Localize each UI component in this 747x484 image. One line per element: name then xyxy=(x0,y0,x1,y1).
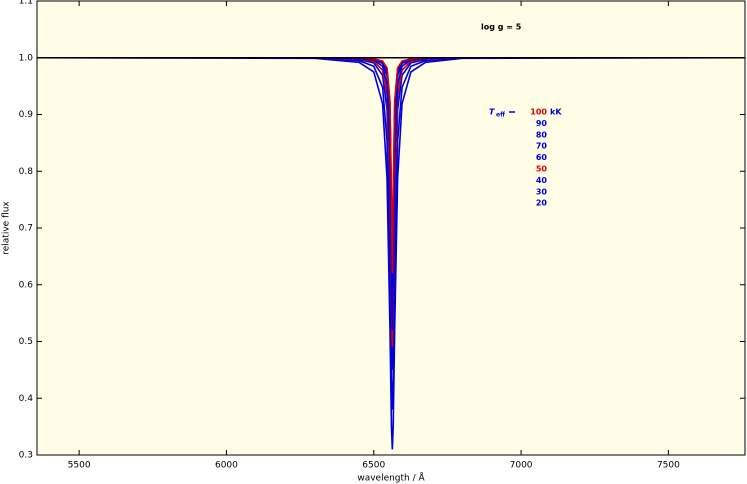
legend-label: 60 xyxy=(536,153,548,162)
legend-label: 90 xyxy=(536,119,548,128)
x-tick-label: 7000 xyxy=(510,461,533,471)
x-tick-label: 6000 xyxy=(215,461,238,471)
legend-title: T xyxy=(489,108,495,117)
y-tick-label: 0.4 xyxy=(19,394,34,404)
y-tick-label: 0.9 xyxy=(19,110,34,120)
y-tick-label: 0.8 xyxy=(19,167,34,177)
x-tick-label: 6500 xyxy=(362,461,385,471)
legend-label: 40 xyxy=(536,176,548,185)
y-tick-label: 0.5 xyxy=(19,337,33,347)
legend-unit: kK xyxy=(550,108,562,117)
legend-label: 50 xyxy=(536,165,548,174)
series-line xyxy=(37,56,745,370)
annotation: log g = 5 xyxy=(481,23,522,32)
y-tick-label: 0.7 xyxy=(19,224,33,234)
series-line xyxy=(37,56,745,410)
legend-label: 80 xyxy=(536,130,548,139)
y-tick-label: 1.0 xyxy=(19,53,34,63)
y-tick-label: 1.1 xyxy=(19,0,33,7)
lines xyxy=(36,56,746,450)
x-axis-label: wavelength / Å xyxy=(357,472,425,484)
x-tick-label: 7500 xyxy=(657,461,680,471)
legend-label: 30 xyxy=(536,187,548,196)
series-line xyxy=(37,56,745,348)
y-tick-label: 0.6 xyxy=(19,280,34,290)
series-line xyxy=(37,56,745,274)
legend-label: 70 xyxy=(536,142,548,151)
legend-title-sub: eff xyxy=(496,112,505,119)
legend-label: 100 xyxy=(530,108,547,117)
x-tick-label: 5500 xyxy=(68,461,91,471)
legend-label: 20 xyxy=(536,199,548,208)
series-line xyxy=(36,56,746,450)
plot-frame xyxy=(36,0,746,456)
y-axis-label: relative flux xyxy=(2,201,12,255)
y-tick-label: 0.3 xyxy=(19,451,33,461)
